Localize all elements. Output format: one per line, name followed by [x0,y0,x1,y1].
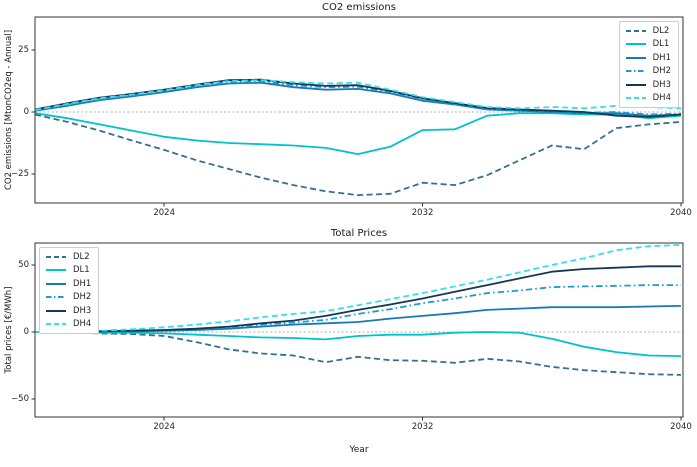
legend-item-DH4: DH4 [45,318,91,332]
legend-line-sample-DH2 [625,70,646,73]
y-tick-label-0: 0 [23,106,29,117]
legend-label-DH2: DH2 [652,66,671,76]
series-line-DL1 [34,112,682,156]
series-line-DH4 [34,244,682,333]
legend-item-DL2: DL2 [625,24,671,38]
y-tick-label-50: 50 [18,259,29,270]
co2-legend: DL2 DL1 DH1 DH2 DH3 DH4 [618,21,679,108]
legend-line-sample-DH2 [46,296,66,299]
x-tick-label-2040: 2040 [670,208,692,218]
legend-label-DH1: DH1 [652,52,671,63]
plot-border [34,242,684,418]
legend-line-sample-DH1 [46,282,66,285]
legend-item-DL1: DL1 [45,264,91,278]
legend-item-DL2: DL2 [45,250,91,264]
legend-line-sample-DH3 [46,309,66,312]
legend-item-DH3: DH3 [45,304,91,318]
x-tick-label-2032: 2032 [411,208,434,218]
y-tick-label-−25: −25 [11,168,29,179]
legend-item-DH1: DH1 [625,51,671,65]
x-tick-label-2024: 2024 [153,208,176,218]
legend-item-DH3: DH3 [625,78,671,92]
legend-label-DL2: DL2 [73,251,90,262]
legend-item-DH2: DH2 [625,65,671,79]
x-tick-label-2024: 2024 [153,422,176,432]
legend-item-DL1: DL1 [625,38,671,52]
x-tick-label-2032: 2032 [411,422,434,432]
legend-label-DL1: DL1 [73,265,90,275]
co2-chart-title: CO2 emissions [322,2,396,13]
series-line-DL1 [35,331,682,357]
series-line-DH3 [35,265,681,333]
y-tick-label-−50: −50 [11,394,29,405]
legend-label-DH2: DH2 [73,292,92,302]
legend-label-DH3: DH3 [73,305,92,316]
legend-label-DL1: DL1 [652,39,670,49]
series-line-DH3 [34,78,682,118]
legend-item-DH1: DH1 [45,277,91,291]
plot-border [34,16,684,204]
legend-line-sample-DL1 [625,43,646,46]
prices-y-axis-label: Total prices [€/MWh] [4,286,14,374]
legend-label-DH3: DH3 [652,79,671,90]
co2-y-axis-label: CO2 emissions [MtonCO2eq - Annual] [4,29,14,191]
legend-label-DH4: DH4 [652,93,671,103]
y-tick-label-0: 0 [23,327,29,337]
legend-line-sample-DL2 [46,255,66,258]
series-line-DL2 [34,113,682,197]
prices-legend: DL2 DL1 DH1 DH2 DH3 DH4 [39,247,100,334]
x-tick-label-2040: 2040 [670,422,692,432]
legend-line-sample-DH3 [625,83,646,86]
legend-line-sample-DL1 [46,269,66,272]
legend-line-sample-DH1 [625,56,646,59]
legend-label-DL2: DL2 [652,25,670,36]
legend-line-sample-DH4 [625,97,646,100]
series-line-DH2 [35,284,681,333]
legend-line-sample-DL2 [625,29,646,32]
series-line-DL2 [34,331,682,376]
prices-chart-title: Total Prices [330,228,388,239]
legend-item-DH4: DH4 [625,92,671,106]
series-line-DH2 [34,80,682,116]
legend-label-DH4: DH4 [73,319,92,329]
series-line-DH4 [34,79,682,111]
series-line-DH1 [34,81,682,117]
y-tick-label-25: 25 [18,44,29,55]
legend-label-DH1: DH1 [73,278,92,289]
legend-line-sample-DH4 [46,323,66,326]
x-axis-label: Year [349,445,369,455]
legend-item-DH2: DH2 [45,291,91,305]
